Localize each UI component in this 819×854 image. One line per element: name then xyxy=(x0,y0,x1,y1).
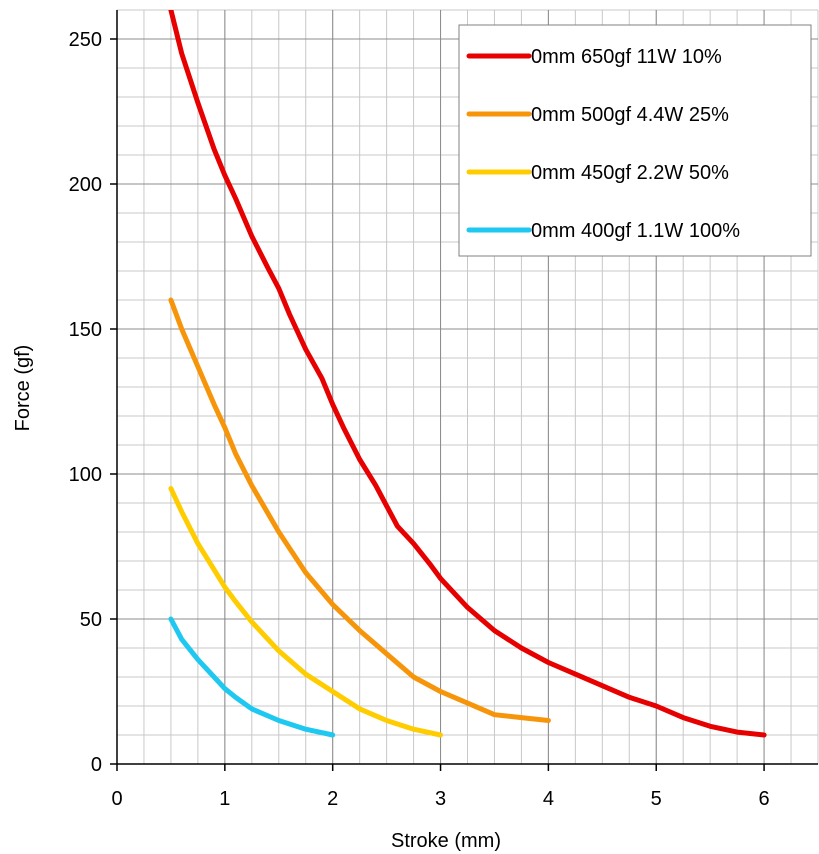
tick-labels: 0 1 2 3 4 5 6 0 50 100 150 200 250 xyxy=(69,29,770,810)
x-tick-label: 0 xyxy=(111,788,122,810)
x-tick-label: 2 xyxy=(327,788,338,810)
y-axis-title: Force (gf) xyxy=(12,345,34,432)
y-tick-label: 200 xyxy=(69,174,102,196)
x-tick-label: 6 xyxy=(759,788,770,810)
series-line-4 xyxy=(168,616,336,738)
y-tick-label: 50 xyxy=(80,609,102,631)
series-layer xyxy=(168,10,767,738)
x-axis-title: Stroke (mm) xyxy=(391,830,501,852)
axes xyxy=(110,10,818,771)
legend-label-2: 0mm 500gf 4.4W 25% xyxy=(531,104,729,126)
x-tick-label: 4 xyxy=(543,788,554,810)
y-tick-label: 100 xyxy=(69,464,102,486)
legend: 0mm 650gf 11W 10% 0mm 500gf 4.4W 25% 0mm 4… xyxy=(458,24,812,257)
legend-label-3: 0mm 450gf 2.2W 50% xyxy=(531,162,729,184)
y-tick-label: 150 xyxy=(69,319,102,341)
x-tick-label: 1 xyxy=(219,788,230,810)
legend-label-1: 0mm 650gf 11W 10% xyxy=(531,46,722,68)
y-tick-label: 250 xyxy=(69,29,102,51)
legend-label-4: 0mm 400gf 1.1W 100% xyxy=(531,220,740,242)
series-line-3 xyxy=(168,486,443,738)
legend-box xyxy=(458,24,812,257)
series-line-2 xyxy=(168,297,551,723)
series-line-1 xyxy=(168,10,767,738)
x-tick-label: 3 xyxy=(435,788,446,810)
x-tick-label: 5 xyxy=(651,788,662,810)
y-tick-label: 0 xyxy=(91,754,102,776)
